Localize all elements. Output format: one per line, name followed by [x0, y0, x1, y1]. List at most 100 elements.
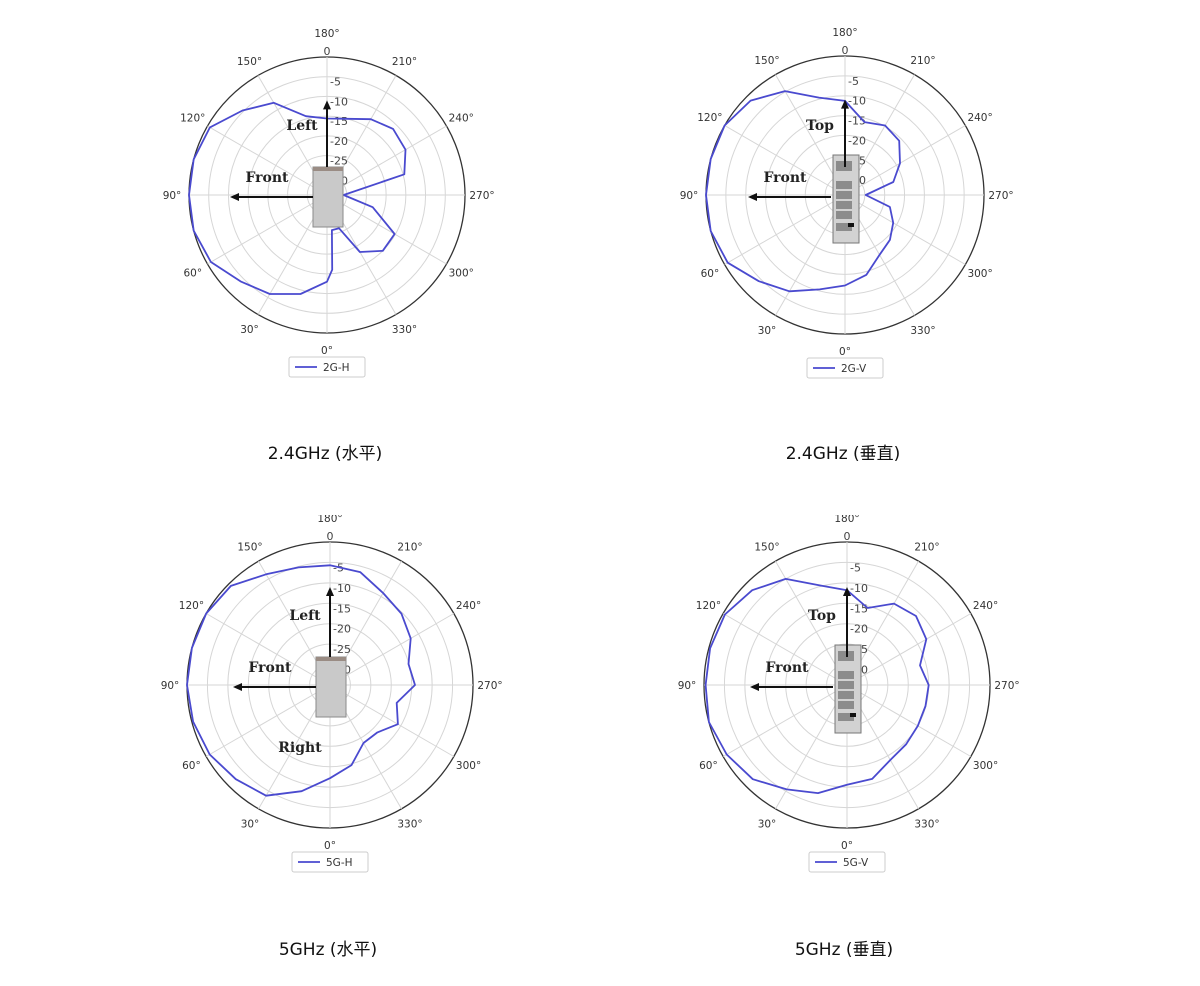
angle-tick-label: 270° [994, 680, 1019, 692]
angle-tick-label: 210° [392, 56, 417, 68]
legend-box [291, 851, 369, 873]
angle-tick-label: 90° [680, 190, 699, 202]
radial-tick-label: -15 [850, 602, 868, 615]
grid-spoke [724, 194, 846, 265]
series-line [186, 564, 416, 797]
radial-tick-label: -20 [848, 134, 866, 147]
grid-spoke [722, 613, 848, 686]
device-side-top [316, 657, 346, 661]
arrow-left-icon [748, 193, 757, 201]
angle-tick-label: 120° [697, 112, 722, 124]
angle-tick-label: 30° [241, 819, 260, 831]
angle-tick-label: 270° [477, 680, 502, 692]
device-port [836, 211, 852, 219]
device-port [836, 201, 852, 209]
device-port [838, 691, 854, 699]
angle-tick-label: 240° [456, 600, 481, 612]
radial-tick-label: -5 [848, 75, 859, 88]
device-port [838, 681, 854, 689]
grid-spoke [846, 613, 972, 686]
angle-tick-label: 60° [182, 760, 201, 772]
device-led [848, 223, 854, 227]
annotation-label: Left [289, 608, 321, 624]
radial-tick-label: -15 [330, 115, 348, 128]
device-port [838, 713, 854, 721]
arrow-up-icon [326, 586, 334, 596]
angle-tick-label: 300° [973, 760, 998, 772]
angle-tick-label: 180° [834, 515, 859, 525]
polar-chart-5g-h: 0° 30° 60° 90° 120° 150° 180° 210° 240° 270° 300° 3… [150, 515, 510, 885]
annotation-label: Right [278, 740, 322, 756]
radial-tick-label: 0 [327, 530, 334, 543]
device-side-top [313, 167, 343, 171]
device-port [836, 181, 852, 189]
chart-caption: 5GHz (水平) [278, 940, 378, 960]
grid-spoke [844, 194, 966, 265]
angle-tick-label: 0° [321, 345, 333, 357]
annotation-label: Front [245, 170, 289, 186]
legend-label: 5G-V [843, 857, 869, 869]
grid-spoke [329, 613, 455, 686]
angle-tick-label: 240° [967, 112, 992, 124]
angle-tick-label: 150° [754, 541, 779, 553]
angle-tick-label: 210° [397, 541, 422, 553]
legend-box [288, 356, 366, 378]
angle-tick-label: 330° [910, 325, 935, 337]
annotation-label: Front [765, 660, 809, 676]
radial-tick-label: -25 [330, 155, 348, 168]
polar-plot: 0° 30° 60° 90° 120° 150° 180° 210° 240° 270° 300° 3… [680, 27, 1014, 379]
chart-caption: 5GHz (垂直) [794, 940, 894, 960]
angle-tick-label: 210° [910, 55, 935, 67]
angle-tick-label: 180° [317, 515, 342, 525]
angle-tick-label: 30° [758, 325, 777, 337]
annotation-label: Front [248, 660, 292, 676]
angle-tick-label: 0° [324, 840, 336, 852]
angle-tick-label: 30° [758, 819, 777, 831]
radial-tick-label: 0 [844, 530, 851, 543]
polar-chart-5g-v: 0° 30° 60° 90° 120° 150° 180° 210° 240° 270° 300° 3… [667, 515, 1027, 885]
angle-tick-label: 330° [397, 819, 422, 831]
device-side-image [312, 166, 344, 228]
annotation-label: Front [763, 170, 807, 186]
polar-chart-2g-v: 0° 30° 60° 90° 120° 150° 180° 210° 240° 270° 300° 3… [665, 25, 1025, 395]
polar-chart-2g-h: 0° 30° 60° 90° 120° 150° 180° 210° 240° 270° 300° 3… [147, 25, 507, 395]
arrow-left-icon [230, 193, 239, 201]
device-led [850, 713, 856, 717]
chart-caption: 2.4GHz (水平) [267, 444, 383, 464]
angle-tick-label: 300° [449, 268, 474, 280]
legend-box [808, 851, 886, 873]
device-port [836, 223, 852, 231]
grid-spoke [326, 125, 447, 196]
angle-tick-label: 60° [701, 268, 720, 280]
grid-spoke [329, 684, 455, 757]
grid-spoke [205, 613, 331, 686]
arrow-left-icon [233, 683, 242, 691]
annotation-label: Top [806, 118, 834, 134]
legend-box [806, 357, 884, 379]
angle-tick-label: 300° [967, 268, 992, 280]
angle-tick-label: 240° [973, 600, 998, 612]
angle-tick-label: 0° [841, 840, 853, 852]
grid-spoke [724, 125, 846, 196]
angle-tick-label: 30° [240, 324, 259, 336]
angle-tick-label: 60° [183, 268, 202, 280]
radial-tick-label: -20 [333, 623, 351, 636]
angle-tick-label: 150° [237, 56, 262, 68]
device-port [838, 701, 854, 709]
arrow-up-icon [843, 586, 851, 596]
angle-tick-label: 90° [678, 680, 697, 692]
angle-tick-label: 90° [163, 190, 182, 202]
series-line [705, 90, 901, 293]
radial-tick-label: -5 [850, 561, 861, 574]
legend-label: 2G-V [841, 363, 867, 375]
grid-spoke [205, 684, 331, 757]
device-port [838, 671, 854, 679]
polar-plot: 0° 30° 60° 90° 120° 150° 180° 210° 240° 270° 300° 3… [163, 28, 495, 378]
angle-tick-label: 270° [469, 190, 494, 202]
grid-spoke [722, 684, 848, 757]
chart-caption: 2.4GHz (垂直) [785, 444, 901, 464]
grid-spoke [326, 194, 447, 265]
grid-spoke [844, 125, 966, 196]
legend-label: 5G-H [326, 857, 353, 869]
angle-tick-label: 120° [696, 600, 721, 612]
